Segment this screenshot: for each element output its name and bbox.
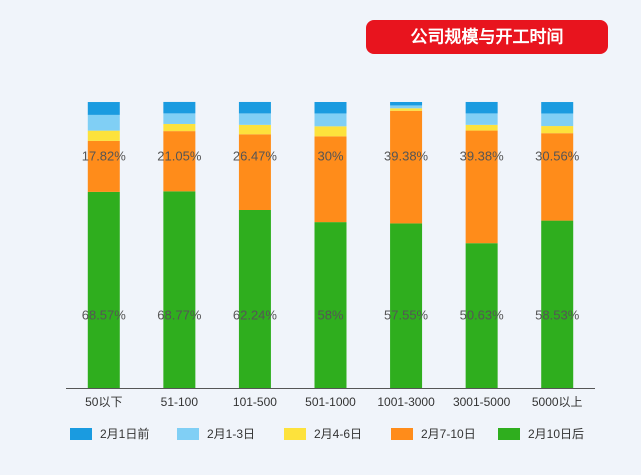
value-label: 39.38%	[460, 148, 505, 163]
x-tick-label: 101-500	[233, 395, 277, 409]
value-label: 68.57%	[82, 307, 127, 322]
legend-label: 2月7-10日	[421, 427, 476, 441]
bar-segment	[541, 113, 574, 127]
bar-segment	[390, 105, 423, 109]
value-label: 62.24%	[233, 307, 278, 322]
bar-segment	[541, 126, 574, 134]
legend-label: 2月1-3日	[207, 427, 255, 441]
x-tick-label: 50以下	[85, 395, 122, 409]
bar-segment	[163, 191, 196, 388]
value-label: 30%	[317, 148, 343, 163]
legend-swatch	[177, 428, 199, 440]
bar-segment	[87, 191, 120, 388]
bar-segment	[465, 124, 498, 131]
bar-segment	[390, 223, 423, 388]
bar-segment	[314, 102, 347, 114]
legend-label: 2月1日前	[100, 426, 149, 441]
bar-segment	[541, 102, 574, 114]
value-label: 57.55%	[384, 307, 429, 322]
value-label: 26.47%	[233, 148, 278, 163]
bar-segment	[390, 108, 423, 111]
value-label: 58.53%	[535, 307, 580, 322]
bar-segment	[238, 134, 271, 210]
value-label: 39.38%	[384, 148, 429, 163]
bar-segment	[163, 123, 196, 132]
legend-swatch	[498, 428, 520, 440]
bar-segment	[238, 113, 271, 125]
bar-segment	[390, 102, 423, 106]
bar-segment	[314, 113, 347, 127]
bar-segment	[314, 222, 347, 388]
bar-segment	[87, 130, 120, 141]
bar-segment	[87, 114, 120, 131]
value-label: 21.05%	[157, 148, 202, 163]
bar-segment	[541, 220, 574, 388]
legend-swatch	[391, 428, 413, 440]
chart-title: 公司规模与开工时间	[411, 26, 564, 46]
bar-segment	[465, 113, 498, 125]
bar-segment	[238, 124, 271, 135]
x-tick-label: 5000以上	[532, 395, 583, 409]
bar-segment	[541, 133, 574, 221]
legend-swatch	[70, 428, 92, 440]
bar-segment	[465, 130, 498, 244]
legend-label: 2月10日后	[528, 427, 584, 441]
bar-segment	[238, 101, 271, 114]
x-tick-label: 1001-3000	[377, 395, 435, 409]
value-label: 58%	[317, 307, 343, 322]
x-tick-label: 501-1000	[305, 395, 356, 409]
bar-segment	[87, 102, 120, 115]
title-box	[366, 20, 608, 54]
value-label: 68.77%	[157, 307, 202, 322]
value-label: 50.63%	[460, 307, 505, 322]
bar-segment	[465, 243, 498, 388]
x-tick-label: 3001-5000	[453, 395, 511, 409]
bar-segment	[163, 113, 196, 124]
bar-segment	[314, 136, 347, 223]
bar-segment	[163, 101, 196, 114]
bar-segment	[238, 209, 271, 388]
legend-swatch	[284, 428, 306, 440]
bar-segment	[163, 131, 196, 192]
legend-label: 2月4-6日	[314, 427, 362, 441]
bar-segment	[87, 140, 120, 192]
x-tick-label: 51-100	[161, 395, 199, 409]
value-label: 30.56%	[535, 148, 580, 163]
bar-segment	[314, 126, 347, 137]
value-label: 17.82%	[82, 148, 127, 163]
bar-segment	[465, 101, 498, 114]
bar-segment	[390, 110, 423, 224]
